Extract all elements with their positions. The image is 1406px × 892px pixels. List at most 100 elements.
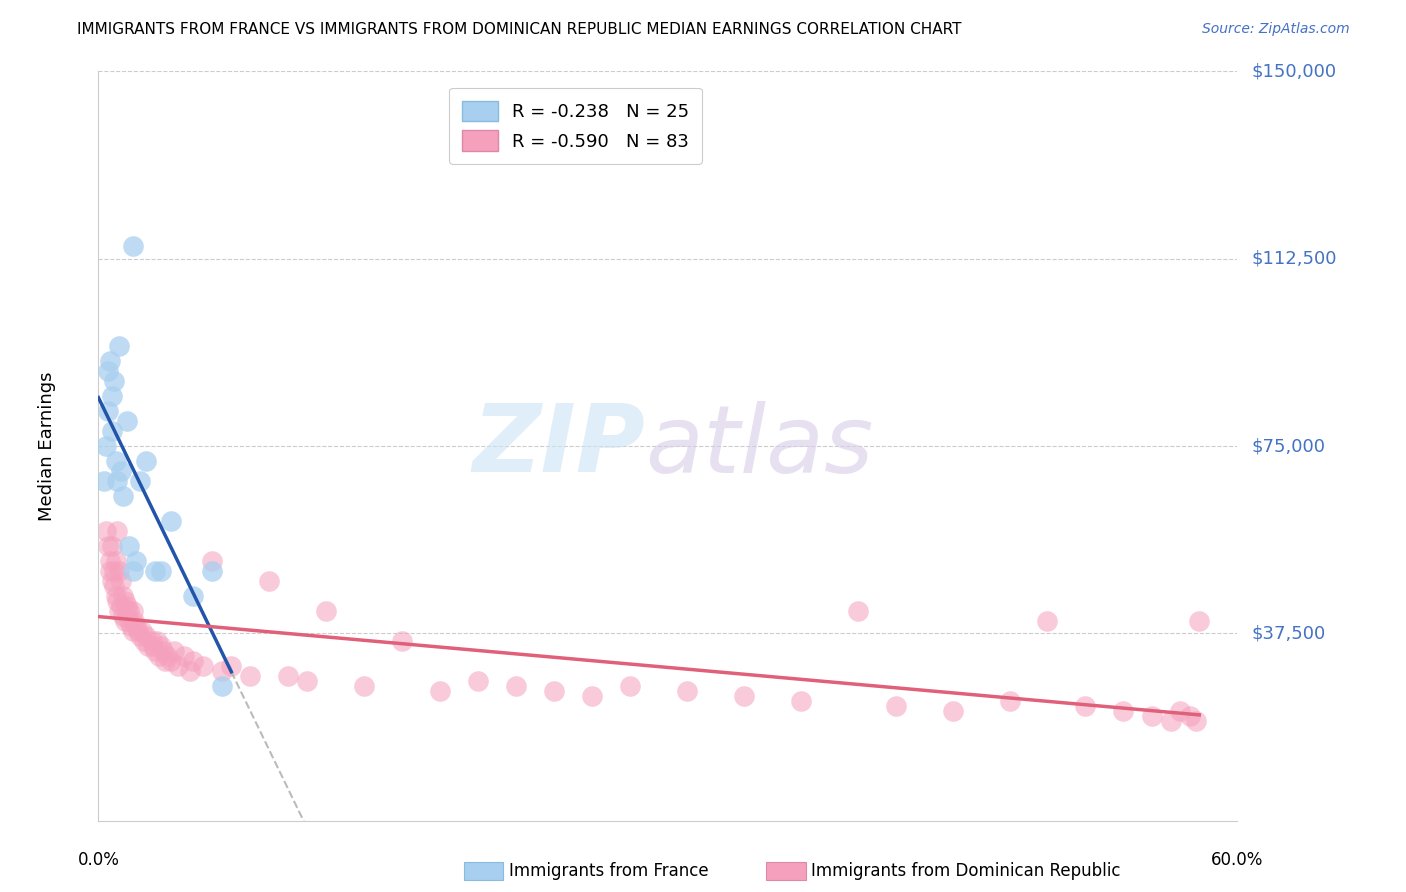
Text: 60.0%: 60.0% [1211, 851, 1264, 869]
Point [107, 474, 129, 488]
Point [121, 239, 143, 253]
Point [1170, 704, 1192, 718]
Point [115, 414, 138, 428]
Point [1074, 698, 1097, 713]
Text: Immigrants from Dominican Republic: Immigrants from Dominican Republic [811, 862, 1121, 880]
Point [129, 629, 152, 643]
Text: 0.0%: 0.0% [77, 851, 120, 869]
Point [145, 564, 167, 578]
Point [148, 648, 170, 663]
Point [1178, 708, 1201, 723]
Point [619, 679, 641, 693]
Point [150, 564, 173, 578]
Text: $75,000: $75,000 [1251, 437, 1326, 455]
Point [114, 614, 136, 628]
Point [581, 689, 603, 703]
Point [103, 579, 125, 593]
Point [156, 648, 179, 663]
Point [183, 589, 205, 603]
Point [391, 633, 413, 648]
Point [884, 698, 907, 713]
Point [121, 604, 143, 618]
Point [159, 514, 181, 528]
Point [100, 574, 122, 588]
Point [110, 464, 132, 478]
Point [132, 633, 155, 648]
Point [110, 599, 132, 613]
Point [104, 454, 127, 468]
Point [153, 654, 176, 668]
Point [191, 658, 214, 673]
Point [179, 664, 201, 678]
Text: IMMIGRANTS FROM FRANCE VS IMMIGRANTS FROM DOMINICAN REPUBLIC MEDIAN EARNINGS COR: IMMIGRANTS FROM FRANCE VS IMMIGRANTS FRO… [77, 22, 962, 37]
Point [118, 604, 141, 618]
Point [100, 539, 122, 553]
Point [94, 524, 117, 538]
Point [1036, 614, 1059, 628]
Point [118, 614, 141, 628]
Point [97, 364, 120, 378]
Text: atlas: atlas [645, 401, 873, 491]
Point [103, 374, 125, 388]
Point [121, 624, 143, 638]
Point [543, 683, 565, 698]
Point [100, 389, 122, 403]
Point [145, 644, 167, 658]
Point [676, 683, 699, 698]
Point [942, 704, 965, 718]
Point [790, 694, 813, 708]
Point [846, 604, 869, 618]
Point [108, 604, 131, 618]
Point [1140, 708, 1163, 723]
Point [150, 639, 173, 653]
Point [115, 599, 138, 613]
Point [129, 474, 152, 488]
Point [112, 608, 135, 623]
Point [211, 664, 233, 678]
Point [146, 633, 169, 648]
Point [131, 624, 153, 638]
Point [135, 629, 157, 643]
Point [429, 683, 451, 698]
Point [239, 669, 262, 683]
Point [107, 594, 129, 608]
Text: $37,500: $37,500 [1251, 624, 1326, 642]
Point [98, 354, 121, 368]
Text: Source: ZipAtlas.com: Source: ZipAtlas.com [1202, 22, 1350, 37]
Point [93, 474, 115, 488]
Point [1160, 714, 1182, 728]
Point [98, 554, 121, 568]
Point [353, 679, 375, 693]
Point [112, 489, 135, 503]
Point [104, 554, 127, 568]
Point [201, 564, 224, 578]
Point [104, 589, 127, 603]
Point [1184, 714, 1206, 728]
Point [277, 669, 299, 683]
Point [97, 539, 120, 553]
Point [173, 648, 195, 663]
Text: Immigrants from France: Immigrants from France [509, 862, 709, 880]
Text: Median Earnings: Median Earnings [38, 371, 56, 521]
Point [1112, 704, 1135, 718]
Point [733, 689, 755, 703]
Point [125, 554, 148, 568]
Point [114, 594, 136, 608]
Point [115, 604, 138, 618]
Point [100, 424, 122, 438]
Point [108, 564, 131, 578]
Point [135, 454, 157, 468]
Point [127, 624, 149, 638]
Legend: R = -0.238   N = 25, R = -0.590   N = 83: R = -0.238 N = 25, R = -0.590 N = 83 [449, 88, 702, 164]
Point [136, 639, 159, 653]
Point [141, 633, 163, 648]
Point [201, 554, 224, 568]
Text: $112,500: $112,500 [1251, 250, 1337, 268]
Point [297, 673, 319, 688]
Point [163, 644, 186, 658]
Point [110, 574, 132, 588]
Point [159, 654, 181, 668]
Point [152, 644, 174, 658]
Point [467, 673, 489, 688]
Point [315, 604, 337, 618]
